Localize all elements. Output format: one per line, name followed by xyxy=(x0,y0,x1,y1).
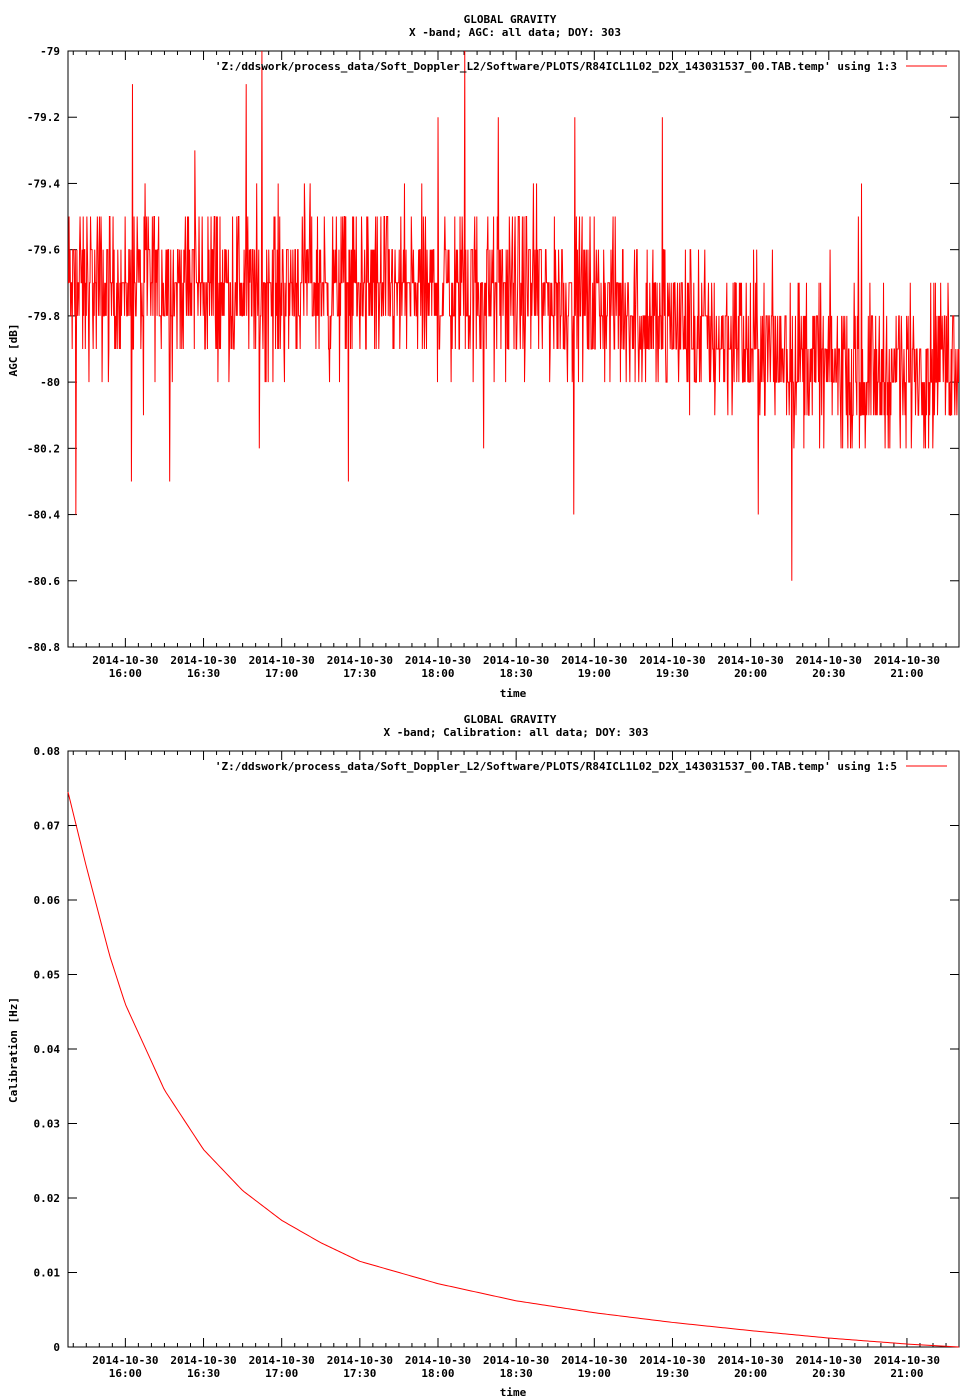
calibration-y-tick-label: 0.08 xyxy=(34,745,61,758)
agc-chart-title: GLOBAL GRAVITY xyxy=(464,13,557,26)
agc-y-tick-label: -80.2 xyxy=(27,442,60,455)
agc-chart: GLOBAL GRAVITY X -band; AGC: all data; D… xyxy=(7,13,960,700)
calibration-x-tick-date: 2014-10-30 xyxy=(483,1354,549,1367)
agc-x-tick-date: 2014-10-30 xyxy=(483,654,549,667)
calibration-x-tick-date: 2014-10-30 xyxy=(561,1354,627,1367)
calibration-chart-title: GLOBAL GRAVITY xyxy=(464,713,557,726)
agc-x-tick-time: 19:00 xyxy=(578,667,611,680)
agc-x-tick-date: 2014-10-30 xyxy=(561,654,627,667)
calibration-x-tick-time: 18:00 xyxy=(421,1367,454,1380)
calibration-y-tick-label: 0.01 xyxy=(34,1267,61,1280)
agc-legend-label: 'Z:/ddswork/process_data/Soft_Doppler_L2… xyxy=(215,60,897,73)
agc-x-tick-date: 2014-10-30 xyxy=(92,654,158,667)
calibration-x-tick-time: 19:00 xyxy=(578,1367,611,1380)
agc-x-axis-label: time xyxy=(500,687,527,700)
agc-x-tick-date: 2014-10-30 xyxy=(249,654,315,667)
calibration-y-tick-label: 0.03 xyxy=(34,1118,61,1131)
calibration-x-tick-time: 17:00 xyxy=(265,1367,298,1380)
calibration-x-axis: 2014-10-3016:002014-10-3016:302014-10-30… xyxy=(72,751,947,1380)
agc-x-tick-time: 19:30 xyxy=(656,667,689,680)
calibration-y-tick-label: 0.07 xyxy=(34,820,61,833)
agc-y-tick-label: -79 xyxy=(40,45,60,58)
calibration-chart-subtitle: X -band; Calibration: all data; DOY: 303 xyxy=(384,726,649,739)
agc-series-line xyxy=(68,50,960,581)
calibration-x-tick-date: 2014-10-30 xyxy=(170,1354,236,1367)
agc-x-tick-time: 17:30 xyxy=(343,667,376,680)
agc-x-tick-time: 20:30 xyxy=(812,667,845,680)
agc-x-tick-date: 2014-10-30 xyxy=(405,654,471,667)
agc-x-tick-date: 2014-10-30 xyxy=(327,654,393,667)
agc-y-axis-label: AGC [dB] xyxy=(7,324,20,377)
calibration-x-tick-date: 2014-10-30 xyxy=(639,1354,705,1367)
agc-y-tick-label: -79.2 xyxy=(27,111,60,124)
calibration-x-tick-time: 20:30 xyxy=(812,1367,845,1380)
calibration-series-line xyxy=(67,791,960,1348)
calibration-x-tick-time: 17:30 xyxy=(343,1367,376,1380)
agc-x-tick-time: 16:30 xyxy=(187,667,220,680)
calibration-x-tick-date: 2014-10-30 xyxy=(405,1354,471,1367)
calibration-legend-label: 'Z:/ddswork/process_data/Soft_Doppler_L2… xyxy=(215,760,897,773)
calibration-x-tick-date: 2014-10-30 xyxy=(249,1354,315,1367)
agc-x-tick-date: 2014-10-30 xyxy=(639,654,705,667)
agc-x-tick-date: 2014-10-30 xyxy=(796,654,862,667)
agc-x-tick-time: 16:00 xyxy=(109,667,142,680)
agc-y-tick-label: -80 xyxy=(40,376,60,389)
agc-chart-subtitle: X -band; AGC: all data; DOY: 303 xyxy=(409,26,621,39)
calibration-chart: GLOBAL GRAVITY X -band; Calibration: all… xyxy=(7,713,960,1399)
agc-y-tick-label: -79.8 xyxy=(27,310,60,323)
calibration-y-tick-label: 0.05 xyxy=(34,969,61,982)
calibration-x-tick-date: 2014-10-30 xyxy=(327,1354,393,1367)
calibration-x-tick-time: 19:30 xyxy=(656,1367,689,1380)
agc-x-tick-date: 2014-10-30 xyxy=(718,654,784,667)
agc-x-tick-date: 2014-10-30 xyxy=(874,654,940,667)
calibration-x-tick-time: 18:30 xyxy=(500,1367,533,1380)
calibration-y-tick-label: 0.04 xyxy=(34,1043,61,1056)
agc-y-tick-label: -80.4 xyxy=(27,509,60,522)
calibration-y-tick-label: 0.02 xyxy=(34,1192,61,1205)
agc-x-tick-time: 17:00 xyxy=(265,667,298,680)
agc-x-tick-time: 20:00 xyxy=(734,667,767,680)
agc-y-tick-label: -80.8 xyxy=(27,641,60,654)
calibration-y-tick-label: 0.06 xyxy=(34,894,61,907)
agc-y-tick-label: -80.6 xyxy=(27,575,60,588)
calibration-x-tick-date: 2014-10-30 xyxy=(796,1354,862,1367)
agc-y-tick-label: -79.4 xyxy=(27,177,60,190)
calibration-x-tick-date: 2014-10-30 xyxy=(874,1354,940,1367)
calibration-x-tick-time: 16:00 xyxy=(109,1367,142,1380)
calibration-y-tick-label: 0 xyxy=(53,1341,60,1354)
calibration-x-tick-date: 2014-10-30 xyxy=(92,1354,158,1367)
calibration-series-group xyxy=(67,791,960,1348)
agc-y-tick-label: -79.6 xyxy=(27,244,60,257)
agc-x-tick-date: 2014-10-30 xyxy=(170,654,236,667)
calibration-y-axis: 0 0.01 0.02 0.03 0.04 0.05 0.06 0.07 0.08 xyxy=(34,745,959,1354)
calibration-x-tick-time: 16:30 xyxy=(187,1367,220,1380)
calibration-x-tick-time: 21:00 xyxy=(890,1367,923,1380)
agc-x-axis: 2014-10-3016:002014-10-3016:302014-10-30… xyxy=(72,51,947,680)
calibration-x-tick-date: 2014-10-30 xyxy=(718,1354,784,1367)
agc-x-tick-time: 21:00 xyxy=(890,667,923,680)
agc-x-tick-time: 18:30 xyxy=(500,667,533,680)
agc-x-tick-time: 18:00 xyxy=(421,667,454,680)
calibration-y-axis-label: Calibration [Hz] xyxy=(7,997,20,1103)
calibration-x-axis-label: time xyxy=(500,1386,527,1399)
agc-series-group xyxy=(68,50,960,581)
calibration-x-tick-time: 20:00 xyxy=(734,1367,767,1380)
calibration-plot-frame xyxy=(67,750,960,1348)
